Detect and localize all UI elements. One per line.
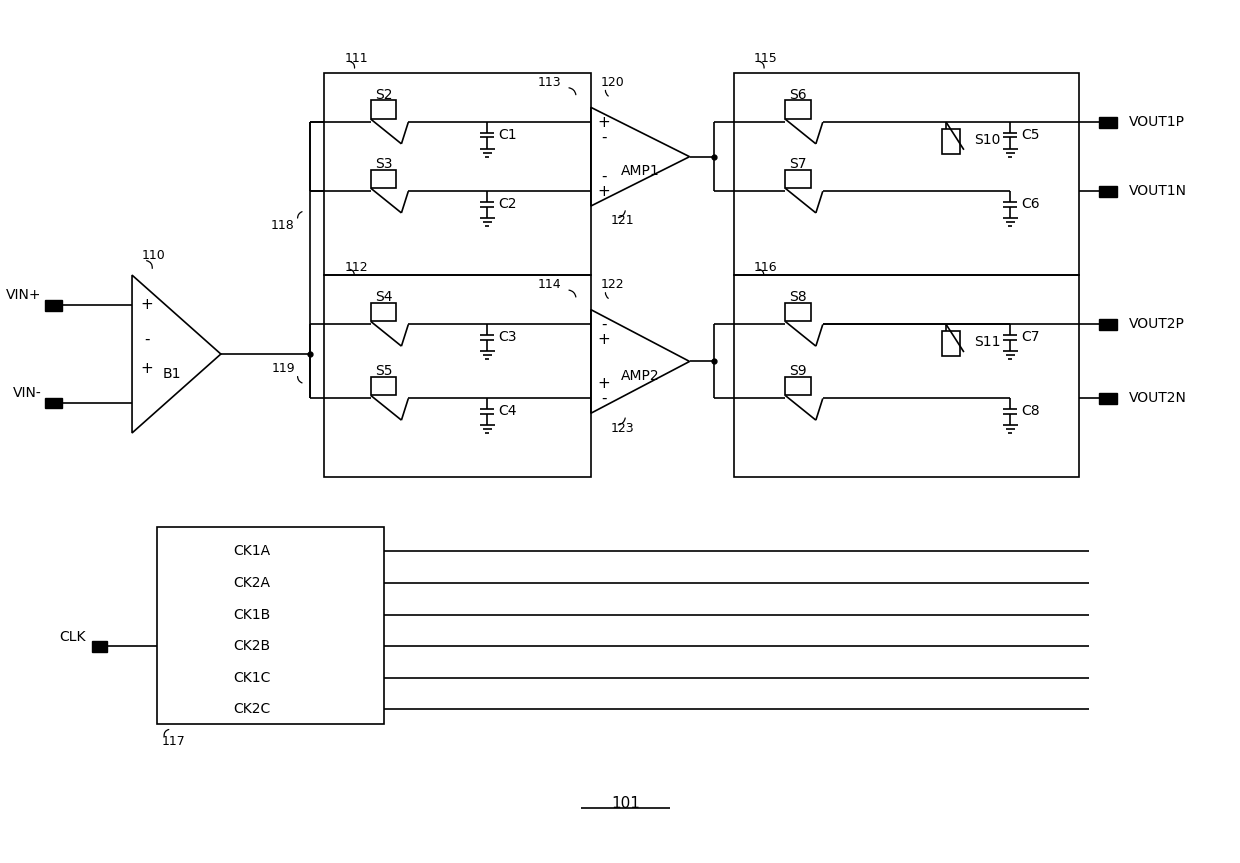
Text: 113: 113	[538, 76, 562, 89]
Bar	[1099, 117, 1117, 128]
Text: S9: S9	[790, 364, 807, 378]
Text: VOUT2P: VOUT2P	[1128, 318, 1184, 331]
Text: CLK: CLK	[60, 630, 86, 645]
Text: S6: S6	[790, 87, 807, 102]
Text: C5: C5	[1021, 128, 1039, 142]
Text: C3: C3	[498, 331, 517, 344]
Text: 111: 111	[345, 52, 368, 65]
Text: 117: 117	[161, 735, 186, 748]
Text: VOUT1P: VOUT1P	[1128, 115, 1184, 129]
Text: VIN+: VIN+	[6, 288, 41, 302]
Text: 112: 112	[345, 261, 368, 274]
Text: CK1B: CK1B	[233, 608, 270, 621]
Bar	[371, 303, 397, 322]
Text: C2: C2	[498, 197, 517, 211]
Bar	[45, 299, 62, 311]
Text: C8: C8	[1021, 404, 1040, 419]
Bar	[1099, 393, 1117, 404]
Text: -: -	[144, 331, 150, 347]
Bar	[1099, 186, 1117, 197]
Bar	[371, 377, 397, 395]
Text: CK1C: CK1C	[233, 671, 270, 684]
Text: 115: 115	[754, 52, 777, 65]
Text: 110: 110	[141, 249, 166, 261]
Text: -: -	[601, 129, 606, 144]
Text: S11: S11	[973, 335, 1001, 350]
Text: S3: S3	[374, 156, 392, 171]
Text: C4: C4	[498, 404, 517, 419]
Text: 119: 119	[272, 362, 295, 375]
Text: +: +	[140, 297, 154, 312]
Text: S4: S4	[374, 290, 392, 304]
Text: -: -	[601, 317, 606, 332]
Text: +: +	[598, 184, 610, 198]
Text: CK2A: CK2A	[233, 576, 270, 590]
Text: +: +	[598, 376, 610, 391]
Text: 118: 118	[272, 219, 295, 232]
Text: C6: C6	[1021, 197, 1040, 211]
Text: C1: C1	[498, 128, 517, 142]
Bar	[785, 377, 811, 395]
Text: +: +	[140, 362, 154, 376]
Text: S10: S10	[973, 133, 1001, 147]
Bar	[371, 100, 397, 119]
Bar	[1099, 319, 1117, 330]
Text: CK1A: CK1A	[233, 545, 270, 558]
Text: 122: 122	[600, 279, 625, 292]
Text: 121: 121	[610, 214, 634, 227]
Text: 101: 101	[611, 796, 640, 810]
Bar	[45, 398, 62, 408]
Text: -: -	[601, 391, 606, 406]
Text: S5: S5	[374, 364, 392, 378]
Text: CK2C: CK2C	[233, 702, 270, 716]
Bar	[785, 303, 811, 322]
Text: CK2B: CK2B	[233, 639, 270, 653]
Text: S7: S7	[790, 156, 807, 171]
Bar	[371, 169, 397, 188]
Text: 114: 114	[538, 279, 562, 292]
Bar	[942, 129, 960, 154]
Bar	[785, 169, 811, 188]
Text: S8: S8	[790, 290, 807, 304]
Text: 123: 123	[610, 421, 634, 435]
Text: 116: 116	[754, 261, 777, 274]
Bar	[325, 72, 591, 275]
Text: AMP1: AMP1	[621, 165, 660, 179]
Text: AMP2: AMP2	[621, 369, 660, 383]
Bar	[734, 275, 1079, 477]
Text: VIN-: VIN-	[12, 386, 41, 400]
Bar	[325, 275, 591, 477]
Text: C7: C7	[1021, 331, 1039, 344]
Text: B1: B1	[162, 367, 181, 381]
Bar	[92, 640, 108, 652]
Text: +: +	[598, 331, 610, 347]
Bar	[785, 100, 811, 119]
Text: VOUT2N: VOUT2N	[1128, 392, 1187, 406]
Text: +: +	[598, 115, 610, 129]
Text: 120: 120	[600, 76, 625, 89]
Text: VOUT1N: VOUT1N	[1128, 184, 1187, 198]
Bar	[156, 526, 383, 724]
Bar	[942, 331, 960, 356]
Bar	[734, 72, 1079, 275]
Text: -: -	[601, 169, 606, 184]
Text: S2: S2	[374, 87, 392, 102]
